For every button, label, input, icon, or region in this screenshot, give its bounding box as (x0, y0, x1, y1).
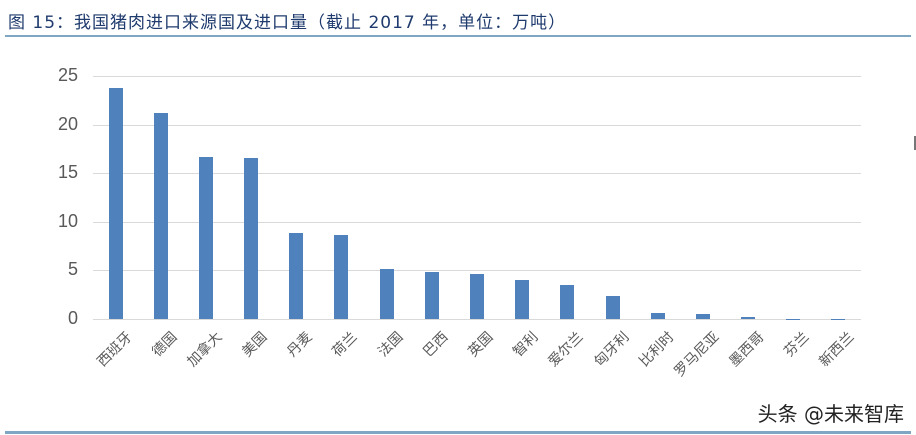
bar (696, 314, 710, 319)
bar (560, 284, 574, 319)
watermark: 头条 @未来智库 (757, 402, 904, 426)
x-tick-label: 西班牙 (94, 329, 136, 371)
x-tick-label: 英国 (465, 329, 497, 361)
x-tick-label: 巴西 (420, 329, 452, 361)
y-tick-label: 15 (57, 162, 78, 182)
chart-title: 图 15：我国猪肉进口来源国及进口量（截止 2017 年，单位：万吨） (8, 13, 567, 33)
x-tick-label: 荷兰 (329, 329, 361, 361)
bar (334, 235, 348, 319)
x-tick-label: 智利 (510, 329, 542, 361)
x-tick-label: 匈牙利 (590, 329, 632, 371)
bar (425, 272, 439, 319)
x-tick-label: 爱尔兰 (545, 329, 587, 371)
bar (109, 87, 123, 319)
bar (831, 318, 845, 319)
text-cursor-icon (914, 136, 916, 150)
bar (651, 313, 665, 319)
x-tick-label: 法国 (374, 329, 407, 361)
x-tick-label: 芬兰 (781, 329, 813, 361)
x-tick-label: 新西兰 (816, 329, 858, 371)
x-tick-label: 罗马尼亚 (671, 329, 723, 381)
gridline (93, 319, 861, 320)
y-tick-label: 5 (67, 259, 78, 279)
y-tick-label: 25 (57, 65, 78, 85)
bar (515, 280, 529, 319)
title-divider (5, 35, 911, 37)
gridline (93, 173, 861, 174)
bar (289, 233, 303, 319)
bar (786, 318, 800, 319)
gridline (93, 222, 861, 223)
x-tick-label: 加拿大 (184, 329, 226, 371)
bar (606, 295, 620, 319)
gridline (93, 125, 861, 126)
bar (470, 274, 484, 319)
bar (741, 317, 755, 319)
y-tick-label: 10 (57, 211, 78, 231)
gridline (93, 270, 861, 271)
y-tick-label: 0 (67, 308, 78, 328)
x-tick-label: 美国 (239, 329, 271, 361)
bar (199, 156, 213, 319)
x-tick-label: 德国 (149, 329, 181, 361)
x-tick-label: 丹麦 (284, 329, 316, 361)
x-tick-label: 墨西哥 (726, 329, 768, 371)
y-tick-label: 20 (57, 114, 78, 134)
gridline (93, 76, 861, 77)
bottom-divider (5, 431, 911, 434)
bar (154, 112, 168, 319)
bar (244, 157, 258, 319)
bar (380, 269, 394, 319)
